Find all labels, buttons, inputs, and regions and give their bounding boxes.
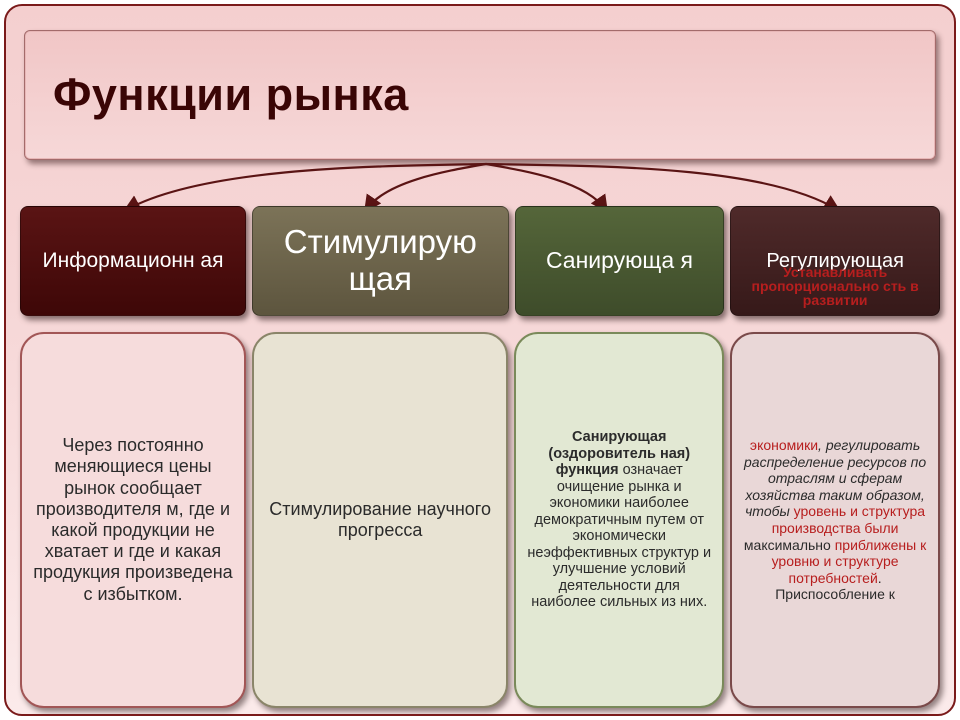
desc-san-bold-inline: оздоровитель ная [553,446,685,462]
block-info: Информационн ая [20,206,246,316]
desc-reg: экономики, регулировать распределение ре… [730,332,940,708]
block-reg: Регулирующая Устанавливать пропорциональ… [730,206,940,316]
block-san-label: Санирующа я [546,248,693,274]
block-stim-label: Стимулирую щая [263,224,498,298]
block-reg-subtext: Устанавливать пропорционально сть в разв… [739,265,931,307]
block-info-label: Информационн ая [43,249,224,273]
header-row: Информационн ая Стимулирую щая Санирующа… [20,206,940,316]
desc-stim: Стимулирование научного прогресса [252,332,508,708]
desc-row: Через постоянно меняющиеся цены рынок со… [20,332,940,708]
desc-san: Санирующая (оздоровитель ная) функция оз… [514,332,724,708]
block-san: Санирующа я [515,206,725,316]
desc-reg-red1: экономики [750,437,818,453]
slide-frame: Функции рынка Информационн ая Стимулирую… [4,4,956,716]
desc-reg-red2: уровень и структура производства были [772,503,925,536]
block-stim: Стимулирую щая [252,206,509,316]
desc-stim-text: Стимулирование научного прогресса [264,499,496,541]
desc-info: Через постоянно меняющиеся цены рынок со… [20,332,246,708]
title-box: Функции рынка [24,30,936,160]
desc-san-rest: означает очищение рынка и экономики наиб… [527,462,711,610]
slide-title: Функции рынка [53,69,409,121]
desc-info-text: Через постоянно меняющиеся цены рынок со… [32,435,234,605]
desc-reg-seg2: максимально [744,537,835,553]
